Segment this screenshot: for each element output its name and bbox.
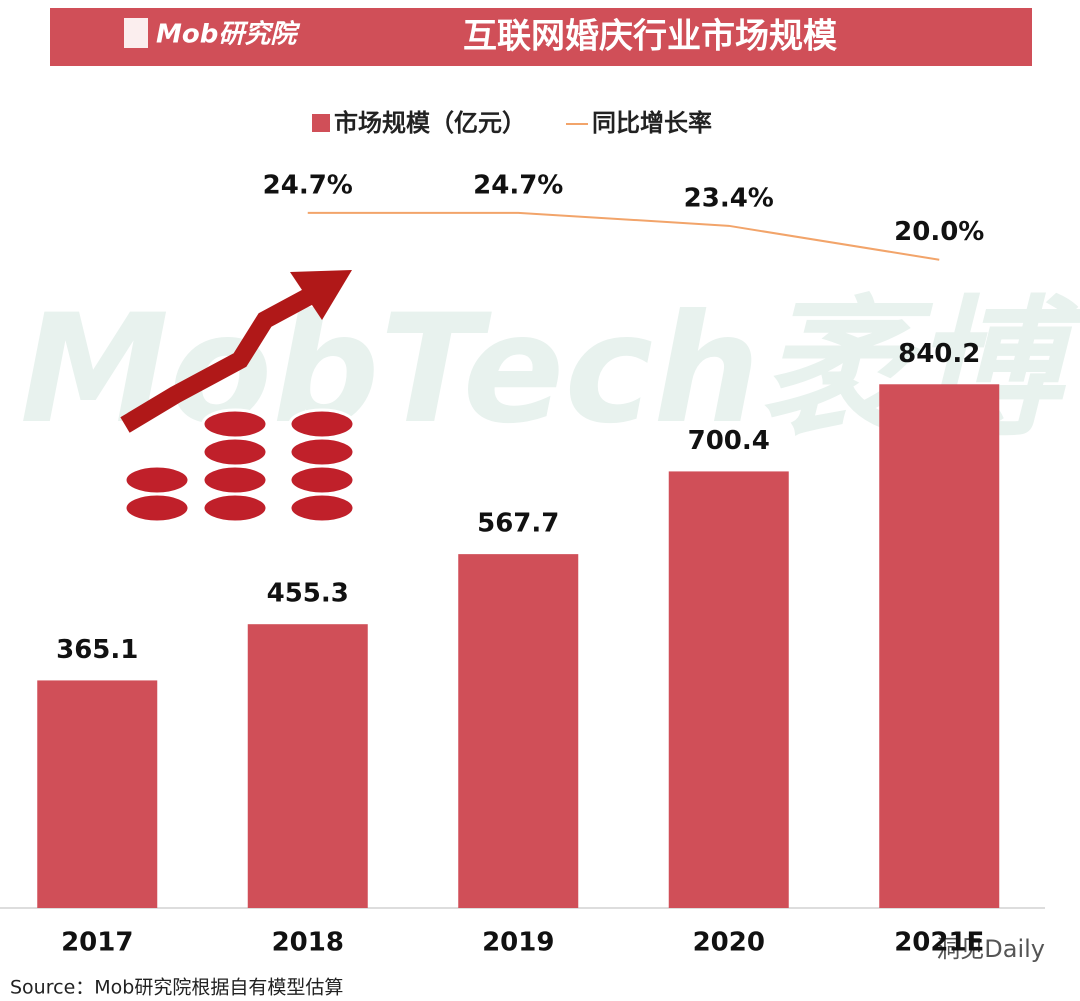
bar	[247, 624, 368, 908]
legend-swatch	[312, 114, 330, 132]
x-tick-label: 2021E	[894, 928, 984, 958]
bar-value-label: 840.2	[898, 339, 980, 369]
arrow-head	[290, 270, 352, 320]
legend-label: 同比增长率	[592, 109, 712, 137]
bar	[458, 554, 579, 908]
x-tick-label: 2019	[482, 928, 554, 958]
coins-icon	[123, 408, 356, 524]
line-value-label: 24.7%	[263, 170, 353, 200]
logo-icon	[124, 18, 148, 48]
bar	[668, 471, 789, 908]
line-value-label: 23.4%	[684, 183, 774, 213]
arrow-icon	[120, 277, 335, 433]
title-banner	[50, 8, 1032, 66]
x-tick-label: 2017	[61, 928, 133, 958]
corner-mark: 洞见Daily	[936, 935, 1045, 963]
bar-value-label: 567.7	[477, 509, 559, 539]
bar-value-label: 455.3	[267, 579, 349, 609]
bar-value-label: 365.1	[56, 635, 138, 665]
line-value-label: 20.0%	[894, 217, 984, 247]
bar-value-label: 700.4	[688, 426, 770, 456]
brand: Mob研究院	[156, 20, 300, 50]
x-tick-label: 2018	[272, 928, 344, 958]
legend-label: 市场规模（亿元）	[334, 109, 526, 137]
bar	[879, 384, 1000, 908]
line-value-label: 24.7%	[473, 170, 563, 200]
source-note: Source：Mob研究院根据自有模型估算	[10, 977, 343, 999]
bar	[37, 680, 158, 908]
growth-line	[307, 211, 940, 261]
chart-title: 互联网婚庆行业市场规模	[463, 17, 837, 57]
x-tick-label: 2020	[693, 928, 765, 958]
